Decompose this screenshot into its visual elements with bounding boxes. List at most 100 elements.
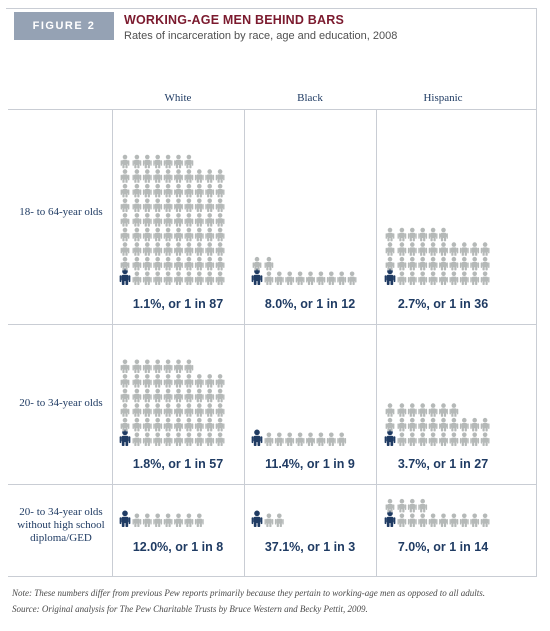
person-icon	[174, 154, 183, 169]
person-icon	[184, 183, 194, 198]
person-icon	[205, 403, 215, 417]
person-icon	[385, 417, 395, 432]
person-icon	[132, 183, 142, 198]
person-icon	[428, 242, 438, 256]
person-icon	[285, 432, 295, 446]
person-icon	[194, 198, 204, 212]
person-icon	[132, 169, 142, 183]
person-icon	[470, 271, 480, 285]
person-icon	[264, 513, 274, 527]
person-icon	[449, 242, 459, 256]
person-icon	[194, 242, 204, 256]
person-icon	[194, 213, 204, 227]
person-icon	[142, 403, 152, 417]
row-label-20-34: 20- to 34-year olds	[19, 397, 103, 409]
person-icon	[428, 417, 438, 432]
person-icon	[120, 403, 130, 417]
person-icon	[163, 374, 173, 388]
person-icon	[194, 403, 204, 417]
person-icon	[205, 242, 215, 256]
person-icon	[264, 256, 274, 271]
person-icon	[295, 432, 305, 446]
person-icon	[385, 498, 395, 513]
person-icon	[470, 513, 480, 527]
person-icon	[142, 271, 152, 285]
person-icon	[449, 403, 459, 417]
row-label-18-64: 18- to 64-year olds	[19, 206, 103, 218]
figure-label: FIGURE 2	[14, 12, 114, 40]
person-icon	[449, 432, 459, 446]
person-icon	[163, 154, 173, 169]
person-icon	[142, 198, 152, 212]
person-icon	[347, 271, 357, 285]
person-icon	[385, 242, 395, 256]
person-icon	[163, 256, 173, 271]
person-icon	[120, 213, 130, 227]
person-icon	[470, 242, 480, 256]
stat-black-18-64: 8.0%, or 1 in 12	[264, 297, 356, 311]
person-icon	[205, 271, 215, 285]
person-icon	[439, 227, 448, 242]
person-icon	[215, 374, 225, 388]
stat-hispanic-no-diploma: 7.0%, or 1 in 14	[397, 540, 489, 554]
person-icon	[174, 169, 183, 183]
person-icon	[264, 271, 274, 285]
stat-white-18-64: 1.1%, or 1 in 87	[132, 297, 224, 311]
person-icon	[142, 432, 152, 446]
person-icon	[326, 432, 336, 446]
person-icon	[439, 513, 448, 527]
person-icon	[439, 403, 448, 417]
person-icon	[174, 417, 183, 432]
person-icon	[174, 256, 183, 271]
person-icon	[184, 432, 194, 446]
person-icon	[142, 359, 152, 373]
person-icon	[205, 227, 215, 242]
person-icon	[153, 432, 163, 446]
person-icon	[153, 359, 163, 373]
person-icon	[184, 388, 194, 403]
grid-line	[8, 109, 536, 110]
person-icon	[285, 271, 295, 285]
person-icon	[418, 498, 428, 513]
stat-white-no-diploma: 12.0%, or 1 in 8	[132, 540, 224, 554]
grid-line	[112, 109, 113, 576]
person-icon	[418, 417, 428, 432]
person-icon	[418, 403, 428, 417]
person-icon	[132, 432, 142, 446]
person-icon	[163, 417, 173, 432]
person-icon	[163, 432, 173, 446]
person-icon	[184, 154, 194, 169]
grid-line	[8, 484, 536, 485]
incarcerated-person-icon	[251, 268, 263, 285]
person-icon	[184, 513, 194, 527]
person-icon	[397, 417, 407, 432]
person-icon	[194, 388, 204, 403]
person-icon	[439, 271, 448, 285]
footnote: Note: These numbers differ from previous…	[12, 588, 485, 598]
person-icon	[480, 417, 490, 432]
person-icon	[385, 403, 395, 417]
person-icon	[316, 271, 326, 285]
person-icon	[397, 403, 407, 417]
person-icon	[174, 227, 183, 242]
person-icon	[184, 403, 194, 417]
person-icon	[142, 256, 152, 271]
column-header-hispanic: Hispanic	[423, 92, 463, 104]
person-icon	[205, 417, 215, 432]
person-icon	[163, 513, 173, 527]
person-icon	[142, 513, 152, 527]
person-icon	[174, 242, 183, 256]
person-icon	[194, 271, 204, 285]
person-icon	[163, 403, 173, 417]
person-icon	[459, 242, 469, 256]
person-icon	[449, 417, 459, 432]
person-icon	[385, 227, 395, 242]
person-icon	[142, 374, 152, 388]
person-icon	[132, 513, 142, 527]
incarcerated-person-icon	[251, 510, 263, 527]
person-icon	[132, 256, 142, 271]
person-icon	[418, 242, 428, 256]
person-icon	[215, 242, 225, 256]
row-label-20-34-no-diploma: 20- to 34-year olds without high school …	[17, 506, 105, 544]
person-icon	[459, 432, 469, 446]
